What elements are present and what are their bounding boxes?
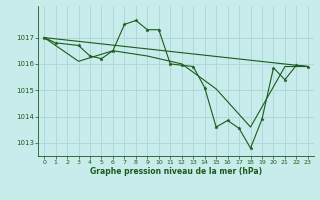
- X-axis label: Graphe pression niveau de la mer (hPa): Graphe pression niveau de la mer (hPa): [90, 167, 262, 176]
